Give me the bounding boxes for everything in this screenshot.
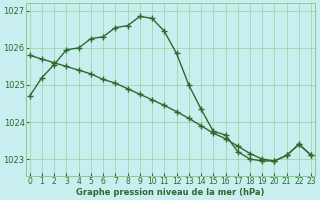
X-axis label: Graphe pression niveau de la mer (hPa): Graphe pression niveau de la mer (hPa) [76, 188, 265, 197]
